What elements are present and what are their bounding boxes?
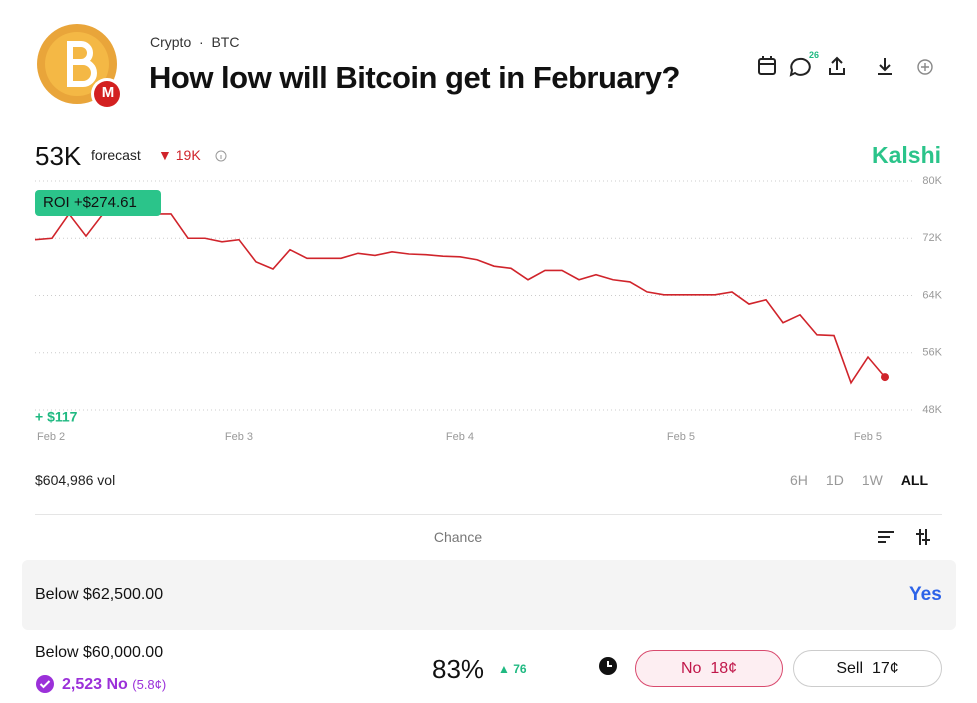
add-icon[interactable] — [917, 59, 933, 75]
price-line — [34, 212, 886, 385]
share-icon[interactable] — [829, 56, 845, 75]
calendar-icon[interactable] — [758, 56, 776, 75]
no-button[interactable]: No 18¢ — [635, 650, 783, 687]
y-tick-label: 64K — [922, 289, 942, 301]
title: How low will Bitcoin get in February? — [149, 60, 680, 95]
range-option[interactable]: 1W — [861, 472, 883, 488]
roi-badge — [35, 190, 161, 216]
badge: M — [101, 84, 115, 101]
forecast-label: forecast — [91, 147, 141, 163]
chart: 80K 72K 64K 56K 48K Feb 2 Feb 3 Feb 4 Feb 5 Feb 5… — [34, 175, 943, 443]
column-header: Chance — [433, 529, 483, 545]
sort-controls — [878, 529, 930, 545]
forecast-value: 53K — [35, 141, 82, 171]
no-price: 18¢ — [710, 659, 738, 677]
y-tick-label: 48K — [922, 404, 942, 416]
filter-icon[interactable] — [916, 529, 930, 545]
comment-icon[interactable] — [789, 57, 811, 77]
breadcrumb-item[interactable]: Crypto — [150, 34, 192, 50]
position-price: (5.8¢) — [132, 677, 167, 692]
range-selector: 6H 1D 1W ALL — [790, 472, 928, 488]
info-icon[interactable] — [214, 149, 228, 163]
outcome-row[interactable] — [22, 560, 956, 630]
y-tick-label: 80K — [922, 175, 942, 187]
sell-price: 17¢ — [871, 659, 899, 677]
range-option[interactable]: 6H — [790, 472, 808, 488]
roi-label: ROI +$274.61 — [43, 194, 137, 211]
range-option[interactable]: ALL — [900, 472, 929, 488]
x-tick-label: Feb 4 — [446, 431, 474, 443]
volume: $604,986 vol — [35, 472, 116, 488]
forecast-change: ▼ 19K — [158, 147, 201, 163]
download-icon[interactable] — [878, 58, 892, 75]
sell-button[interactable]: Sell 17¢ — [793, 650, 942, 687]
x-tick-label: Feb 2 — [37, 431, 65, 443]
low-label: + $117 — [35, 409, 78, 425]
position: 2,523 No (5.8¢) — [62, 676, 166, 694]
chance-change-value: 76 — [513, 662, 527, 676]
breadcrumb-item[interactable]: BTC — [211, 34, 240, 50]
y-tick-label: 56K — [922, 347, 942, 359]
no-label: No — [680, 659, 702, 677]
comment-count: 26 — [809, 50, 820, 60]
brand: Kalshi — [872, 142, 942, 168]
x-tick-label: Feb 5 — [667, 431, 695, 443]
x-tick-label: Feb 5 — [854, 431, 882, 443]
outcome-label: Below $60,000.00 — [35, 644, 164, 661]
clock-icon — [599, 657, 617, 675]
chance-change: ▲ 76 — [498, 662, 527, 676]
check-icon — [36, 675, 54, 693]
range-option[interactable]: 1D — [825, 472, 844, 488]
toolbar — [758, 56, 933, 77]
outcome-label: Below $62,500.00 — [35, 586, 164, 603]
divider — [35, 514, 942, 515]
bitcoin-logo — [37, 24, 123, 110]
last-point — [881, 373, 889, 382]
yes-link[interactable]: Yes — [909, 584, 942, 605]
sort-icon[interactable] — [878, 531, 894, 543]
sell-label: Sell — [836, 659, 864, 677]
position-shares: 2,523 No — [62, 676, 128, 693]
chance: 83% — [432, 654, 485, 684]
y-tick-label: 72K — [922, 232, 942, 244]
change-value: 19K — [175, 147, 201, 163]
breadcrumb: Crypto · BTC — [150, 34, 240, 50]
x-tick-label: Feb 3 — [225, 431, 253, 443]
